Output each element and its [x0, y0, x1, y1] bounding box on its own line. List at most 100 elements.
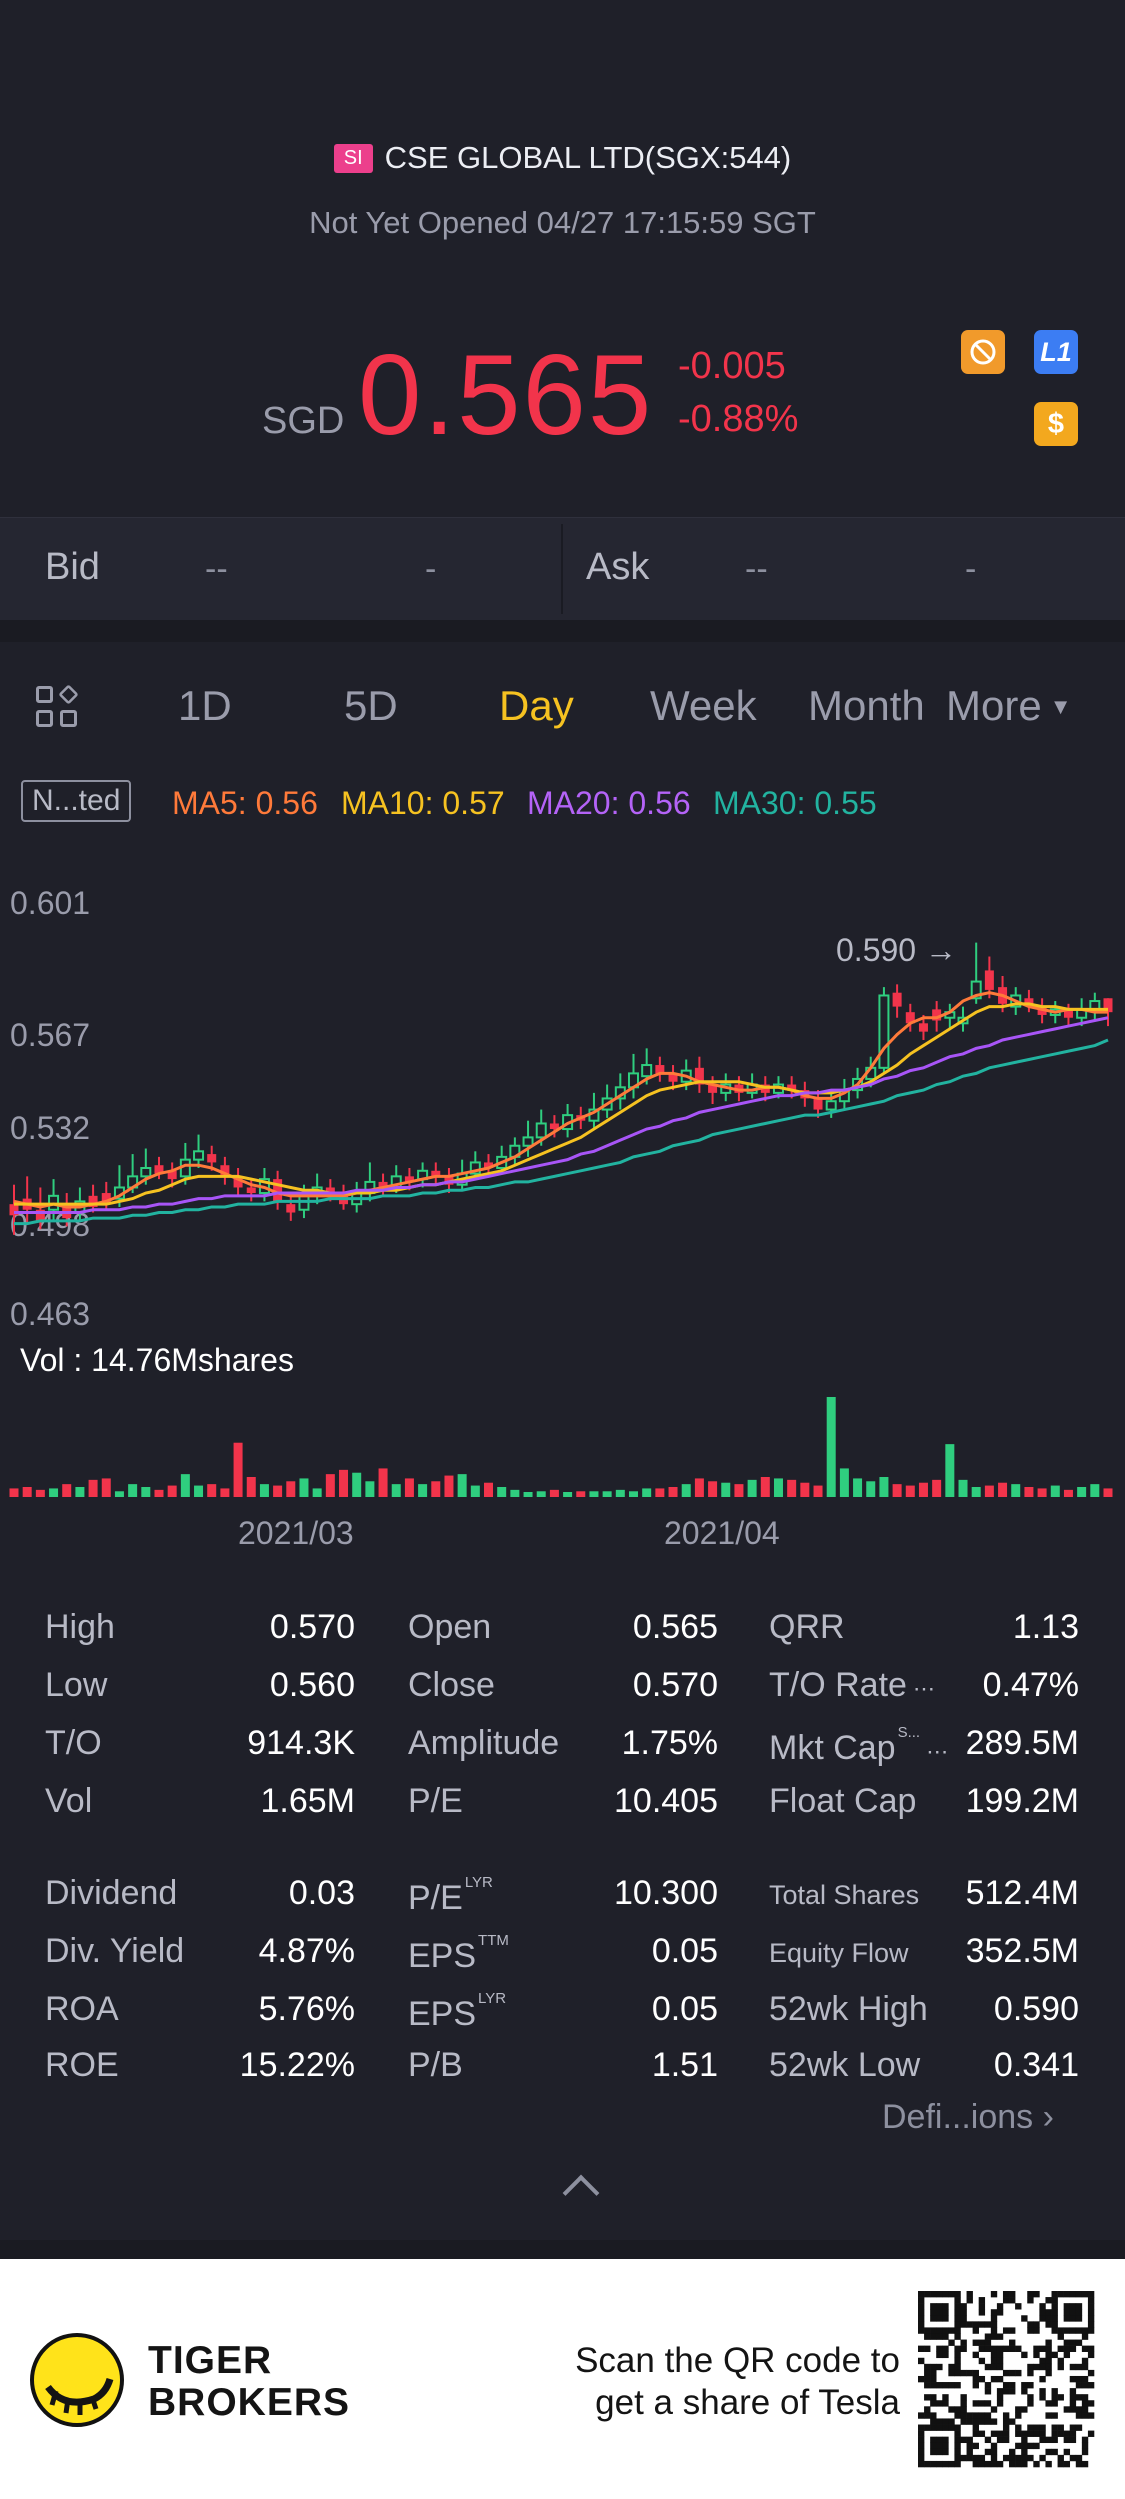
ma5-value: MA5: 0.56	[172, 785, 318, 821]
candle	[469, 1151, 481, 1180]
stat-label-text: High	[45, 1608, 115, 1646]
volume-bar	[536, 1491, 546, 1497]
volume-bar	[628, 1491, 638, 1497]
info-dots-icon[interactable]: ⋯	[906, 1676, 936, 1701]
tab-5d[interactable]: 5D	[344, 682, 398, 729]
stat-value-col2-3: 10.405	[614, 1782, 718, 1820]
volume-bar	[760, 1477, 770, 1497]
level1-icon[interactable]: L1	[1034, 330, 1078, 374]
caret-down-icon: ▼	[1049, 694, 1072, 719]
volume-bar	[773, 1478, 783, 1497]
info-dots-icon[interactable]: ⋯	[920, 1739, 949, 1764]
stat-label-text: Total Shares	[769, 1880, 920, 1910]
section-divider-bottom	[0, 2240, 1125, 2259]
stat-label-superscript: TTM	[478, 1932, 509, 1949]
order-book: Bid -- - Ask -- -	[0, 517, 1125, 621]
stat-label-text: Vol	[45, 1782, 93, 1820]
volume-bar	[75, 1487, 85, 1497]
volume-bar	[1024, 1487, 1034, 1497]
volume-bar	[220, 1488, 230, 1497]
layout-grid-icon[interactable]	[36, 684, 80, 730]
volume-bar	[286, 1481, 296, 1497]
volume-bar	[1103, 1488, 1113, 1497]
y-tick-4: 0.463	[10, 1296, 91, 1332]
candle	[892, 984, 902, 1018]
ma20-value: MA20: 0.56	[527, 785, 691, 821]
candle	[549, 1115, 559, 1138]
candle	[286, 1193, 296, 1221]
tab-1d[interactable]: 1D	[178, 682, 232, 729]
stat-label-text: 52wk High	[769, 1990, 928, 2028]
bid-size: -	[425, 550, 437, 588]
qr-code-icon[interactable]	[918, 2291, 1095, 2468]
tab-week[interactable]: Week	[650, 682, 757, 729]
volume-bar	[62, 1484, 72, 1497]
volume-bar	[128, 1484, 138, 1497]
volume-bar	[325, 1474, 335, 1497]
tab-day[interactable]: Day	[499, 682, 574, 729]
volume-bar	[787, 1479, 797, 1497]
stat-label-text: Amplitude	[408, 1724, 560, 1762]
volume-bar	[800, 1482, 810, 1497]
stat-value-col3-5: 352.5M	[965, 1932, 1079, 1970]
candle	[1089, 992, 1101, 1021]
chevron-up-icon[interactable]	[562, 2174, 600, 2212]
volume-bar	[655, 1488, 665, 1497]
volume-bar	[668, 1487, 678, 1497]
candle	[694, 1056, 704, 1093]
stat-label-text: T/O	[45, 1724, 102, 1762]
candle	[522, 1120, 534, 1157]
candle	[655, 1056, 665, 1082]
volume-bar	[22, 1487, 32, 1497]
bid-ask-divider	[561, 524, 563, 614]
stat-label-col2-2: Amplitude	[408, 1724, 559, 1763]
stat-label-col1-1: Low	[45, 1666, 107, 1705]
market-status: Not Yet Opened 04/27 17:15:59 SGT	[309, 205, 816, 240]
stat-label-text: ROA	[45, 1990, 119, 2028]
volume-bar	[404, 1478, 414, 1497]
tab-more[interactable]: More ▼	[946, 682, 1071, 730]
volume-bar	[339, 1469, 349, 1497]
volume-bar	[747, 1479, 757, 1497]
candlestick-chart[interactable]	[0, 860, 1125, 1320]
volume-bar	[918, 1482, 928, 1497]
volume-bar	[549, 1489, 559, 1497]
bid-price: --	[205, 550, 228, 588]
volume-bar	[1077, 1487, 1087, 1497]
candle	[905, 1003, 915, 1032]
stat-label-text: ROE	[45, 2046, 119, 2084]
dollar-icon[interactable]: $	[1034, 402, 1078, 446]
ma10-value: MA10: 0.57	[341, 785, 505, 821]
definitions-label: Defi...ions	[882, 2098, 1034, 2136]
tab-month[interactable]: Month	[808, 682, 925, 729]
volume-bar	[497, 1487, 507, 1497]
stat-label-col1-7: ROE	[45, 2046, 119, 2085]
volume-bar	[9, 1488, 19, 1497]
candle	[1024, 989, 1034, 1013]
volume-bar	[826, 1397, 836, 1497]
stat-label-col2-6: EPS LYR	[408, 1990, 506, 2034]
stat-label-text: Low	[45, 1666, 108, 1704]
candle	[22, 1176, 32, 1224]
candle	[378, 1173, 388, 1196]
currency-label: SGD	[262, 400, 345, 442]
chevron-right-icon: ›	[1042, 2098, 1054, 2136]
volume-bar	[49, 1488, 59, 1497]
stat-label-col1-3: Vol	[45, 1782, 92, 1821]
candle	[614, 1073, 626, 1110]
volume-bar	[615, 1489, 625, 1497]
volume-bar	[101, 1478, 111, 1497]
stat-label-col2-0: Open	[408, 1608, 491, 1647]
volume-bar	[681, 1484, 691, 1497]
volume-bar	[114, 1491, 124, 1497]
volume-bar	[721, 1482, 731, 1497]
stat-label-text: Close	[408, 1666, 495, 1704]
volume-bar	[365, 1481, 375, 1497]
adjust-toggle[interactable]: N...ted	[21, 780, 132, 822]
candle	[813, 1090, 823, 1118]
volume-bar	[589, 1491, 599, 1497]
no-short-icon[interactable]	[961, 330, 1005, 374]
volume-bar	[378, 1468, 388, 1497]
volume-bar	[391, 1484, 401, 1497]
definitions-link[interactable]: Defi...ions ›	[882, 2098, 1054, 2137]
